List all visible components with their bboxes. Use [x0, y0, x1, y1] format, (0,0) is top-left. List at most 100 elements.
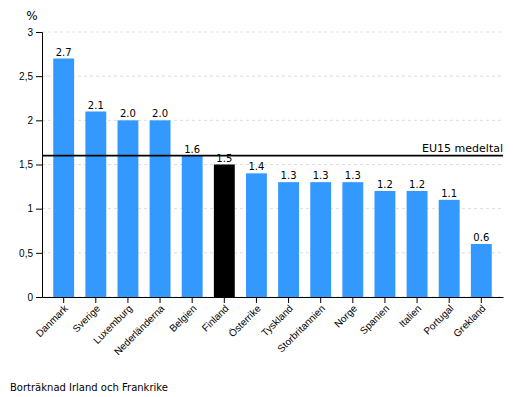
x-tick: Spanien — [358, 297, 392, 336]
x-tick-label: Spanien — [358, 303, 392, 337]
plot: 0 0,5 1 1,5 2 2,5 3 DanmarkSverigeLuxemburgNede… — [19, 27, 503, 358]
data-label: 1.5 — [216, 153, 232, 164]
y-tick: 0,5 — [19, 248, 42, 259]
data-label: 2.1 — [88, 100, 104, 111]
x-tick: Grekland — [451, 297, 487, 339]
x-tick: Österrike — [226, 297, 263, 339]
y-tick-label: 2,5 — [19, 71, 33, 82]
x-tick-label: Italien — [397, 303, 424, 330]
reference-label: EU15 medeltal — [422, 142, 503, 155]
bar — [85, 112, 106, 298]
x-tick: Danmark — [34, 297, 71, 339]
bar — [374, 191, 395, 297]
bar — [53, 59, 74, 298]
bar — [246, 173, 267, 297]
x-tick-mark — [224, 297, 225, 303]
y-tick-mark — [36, 32, 42, 33]
x-tick-label: Sverige — [70, 302, 102, 334]
y-tick-label: 1 — [27, 203, 33, 214]
bar — [278, 182, 299, 297]
grid-line — [42, 164, 503, 165]
data-label: 1.4 — [248, 161, 264, 172]
x-tick-mark — [95, 297, 96, 303]
x-tick-mark — [256, 297, 257, 303]
y-tick-label: 0 — [27, 292, 33, 303]
y-tick-mark — [36, 120, 42, 121]
x-tick-label: Norge — [332, 302, 359, 329]
bar — [150, 120, 171, 297]
bar — [214, 165, 235, 298]
x-tick: Norge — [332, 297, 359, 330]
bar — [342, 182, 363, 297]
y-tick-mark — [36, 253, 42, 254]
y-tick-label: 1,5 — [19, 159, 33, 170]
x-tick-mark — [320, 297, 321, 303]
bar — [407, 191, 428, 297]
bar — [117, 120, 138, 297]
x-tick: Sverige — [70, 297, 102, 334]
x-tick: Belgien — [167, 297, 198, 334]
y-tick: 3 — [27, 27, 42, 38]
x-tick-mark — [192, 297, 193, 303]
bar — [439, 200, 460, 297]
x-tick-label: Finland — [200, 303, 231, 334]
y-tick: 1 — [27, 203, 42, 214]
bar — [310, 182, 331, 297]
bar — [182, 156, 203, 297]
x-tick-label: Nederländerna — [112, 302, 167, 357]
bar — [471, 244, 492, 297]
data-label: 1.2 — [377, 179, 393, 190]
data-label: 2.0 — [152, 108, 168, 119]
data-label: 2.0 — [120, 108, 136, 119]
grid-line — [42, 120, 503, 121]
x-tick-mark — [288, 297, 289, 303]
x-tick: Nederländerna — [112, 297, 167, 357]
x-tick-mark — [160, 297, 161, 303]
grid — [42, 32, 503, 297]
x-tick-mark — [481, 297, 482, 303]
x-tick-label: Österrike — [226, 302, 263, 339]
y-tick: 1,5 — [19, 159, 42, 170]
y-tick: 2,5 — [19, 71, 42, 82]
data-labels: 2.72.12.02.01.61.51.41.31.31.31.21.21.10… — [56, 47, 490, 244]
y-tick: 0 — [27, 292, 42, 303]
chart: 0 0,5 1 1,5 2 2,5 3 DanmarkSverigeLuxemburgNede… — [0, 0, 519, 397]
y-tick-label: 2 — [27, 115, 33, 126]
data-label: 1.3 — [281, 170, 297, 181]
x-tick-label: Grekland — [451, 303, 487, 339]
x-tick: Italien — [397, 297, 424, 329]
data-label: 0.6 — [473, 232, 489, 243]
data-label: 1.6 — [184, 144, 200, 155]
data-label: 1.3 — [345, 170, 361, 181]
y-tick-mark — [36, 76, 42, 77]
grid-line — [42, 32, 503, 33]
x-tick-mark — [417, 297, 418, 303]
y-tick: 2 — [27, 115, 42, 126]
y-tick-mark — [36, 209, 42, 210]
y-tick-mark — [36, 165, 42, 166]
grid-line — [42, 252, 503, 253]
y-axis-line — [36, 33, 43, 298]
y-tick-mark — [36, 297, 42, 298]
y-axis-title: % — [26, 9, 37, 23]
reference-line — [42, 155, 503, 157]
grid-line — [42, 76, 503, 77]
x-tick: Storbritannien — [275, 297, 327, 354]
data-label: 1.1 — [441, 188, 457, 199]
x-tick-mark — [384, 297, 385, 303]
x-tick-mark — [449, 297, 450, 303]
footnote: Borträknad Irland och Frankrike — [10, 382, 168, 393]
x-axis: DanmarkSverigeLuxemburgNederländernaBelg… — [34, 297, 504, 357]
x-tick-label: Danmark — [34, 302, 71, 339]
bars — [42, 59, 503, 298]
data-label: 1.2 — [409, 179, 425, 190]
grid-line — [42, 297, 503, 298]
x-tick-mark — [63, 297, 64, 303]
x-tick-label: Storbritannien — [275, 303, 327, 355]
x-tick-mark — [352, 297, 353, 303]
x-tick: Finland — [200, 297, 231, 334]
y-tick-label: 0,5 — [19, 248, 33, 259]
y-tick-label: 3 — [27, 27, 33, 38]
x-tick-mark — [127, 297, 128, 303]
data-label: 1.3 — [313, 170, 329, 181]
